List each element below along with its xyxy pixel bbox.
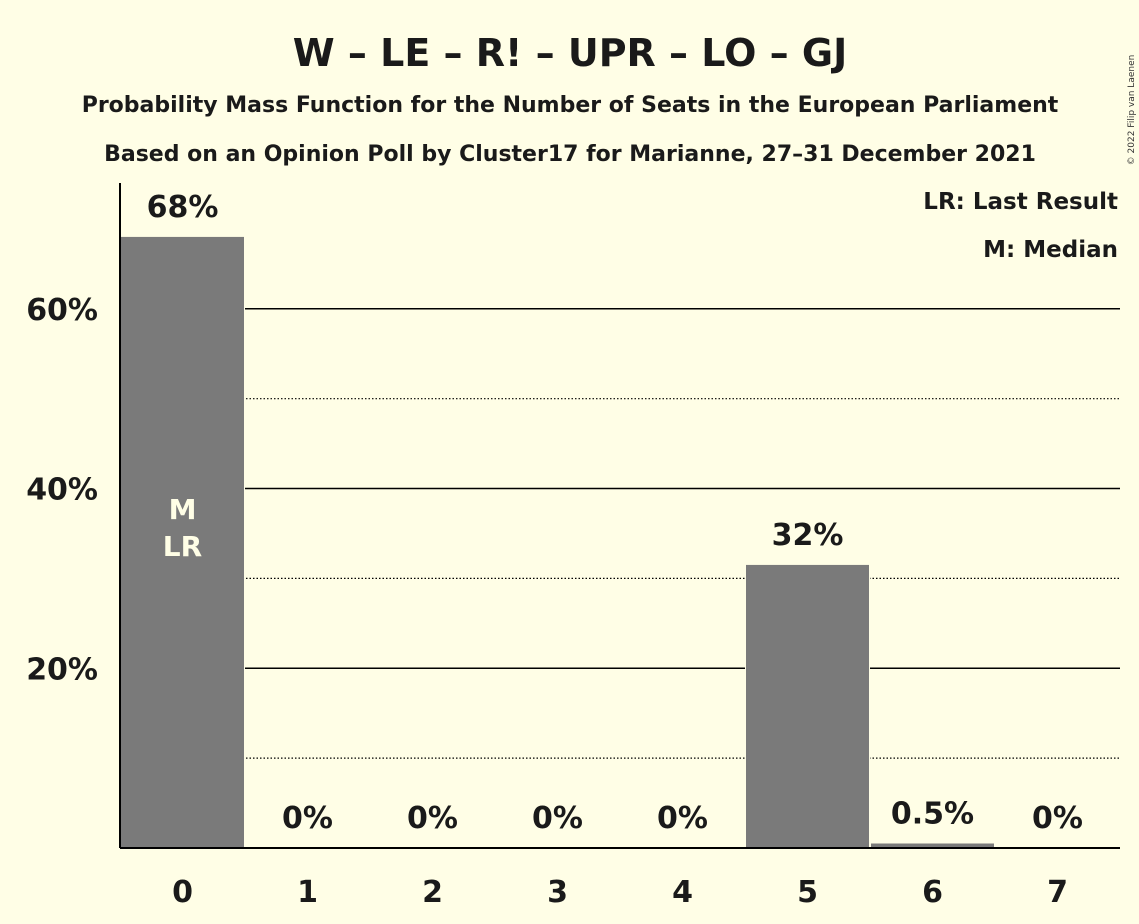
y-axis-ticks: 20% 40% 60% (26, 293, 98, 687)
x-tick-label: 2 (422, 875, 443, 910)
y-tick-label: 60% (26, 293, 98, 328)
x-tick-label: 3 (547, 875, 568, 910)
value-label: 0% (657, 801, 708, 836)
x-tick-label: 0 (172, 875, 193, 910)
x-tick-label: 7 (1047, 875, 1068, 910)
value-label: 0% (282, 801, 333, 836)
y-tick-label: 40% (26, 473, 98, 508)
value-label: 32% (772, 518, 844, 553)
legend-median: M: Median (983, 237, 1118, 263)
x-tick-label: 5 (797, 875, 818, 910)
copyright-text: © 2022 Filip van Laenen (1127, 55, 1137, 166)
value-labels: 68% 0% 0% 0% 0% 32% 0.5% 0% M LR (147, 190, 1083, 836)
x-axis-ticks: 0 1 2 3 4 5 6 7 (172, 875, 1068, 910)
bar (121, 236, 244, 848)
gridlines (120, 308, 1120, 759)
bar-annotation: LR (163, 530, 202, 563)
legend-last-result: LR: Last Result (923, 189, 1118, 215)
value-label: 0% (407, 801, 458, 836)
x-tick-label: 1 (297, 875, 318, 910)
value-label: 0% (1032, 801, 1083, 836)
bar-annotation: M (169, 493, 197, 526)
x-tick-label: 6 (922, 875, 943, 910)
chart-subtitle-1: Probability Mass Function for the Number… (82, 93, 1059, 118)
x-tick-label: 4 (672, 875, 693, 910)
value-label: 0% (532, 801, 583, 836)
bar (871, 843, 994, 848)
bar (746, 564, 869, 848)
bars (120, 236, 995, 848)
chart-title: W – LE – R! – UPR – LO – GJ (293, 31, 847, 75)
value-label: 68% (147, 190, 219, 225)
chart-subtitle-2: Based on an Opinion Poll by Cluster17 fo… (104, 142, 1036, 167)
y-tick-label: 20% (26, 652, 98, 687)
value-label: 0.5% (891, 797, 974, 832)
